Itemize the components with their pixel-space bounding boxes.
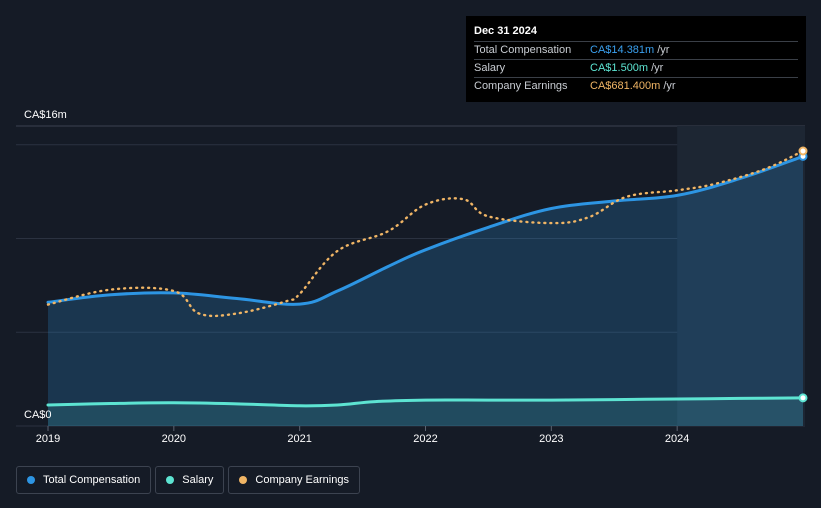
tooltip-unit: /yr bbox=[651, 62, 664, 74]
tooltip-row-salary: Salary CA$1.500m /yr bbox=[474, 59, 798, 77]
x-tick-label: 2020 bbox=[162, 433, 186, 445]
x-tick-label: 2019 bbox=[36, 433, 60, 445]
y-tick-label: CA$0 bbox=[24, 409, 52, 421]
tooltip-unit: /yr bbox=[663, 80, 676, 92]
tooltip-label: Company Earnings bbox=[474, 80, 568, 92]
legend-dot-icon bbox=[166, 476, 175, 484]
tooltip-value: CA$14.381m bbox=[590, 44, 655, 56]
salary-end-marker bbox=[798, 393, 808, 403]
tooltip-row-company-earnings: Company Earnings CA$681.400m /yr bbox=[474, 77, 798, 95]
legend-dot-icon bbox=[27, 476, 35, 484]
salary-line bbox=[46, 396, 805, 408]
company-earnings-line bbox=[46, 149, 805, 318]
tooltip-label: Total Compensation bbox=[474, 44, 572, 56]
line-layer bbox=[46, 149, 805, 408]
tooltip-value: CA$1.500m bbox=[590, 62, 649, 74]
hover-tooltip: Dec 31 2024 Total Compensation CA$14.381… bbox=[466, 16, 806, 102]
total-compensation-area bbox=[48, 156, 803, 426]
grid-layer bbox=[16, 125, 805, 427]
legend-item-company-earnings[interactable]: Company Earnings bbox=[228, 466, 360, 494]
legend-dot-icon bbox=[239, 476, 248, 484]
x-tick-label: 2022 bbox=[413, 433, 437, 445]
legend-item-total-compensation[interactable]: Total Compensation bbox=[16, 466, 152, 494]
chart-legend: Total Compensation Salary Company Earnin… bbox=[16, 466, 360, 494]
y-tick-label: CA$16m bbox=[24, 109, 67, 121]
total-compensation-line bbox=[46, 154, 805, 306]
tooltip-unit: /yr bbox=[657, 44, 670, 56]
y-axis-ticks: CA$16m CA$0 bbox=[24, 109, 67, 421]
legend-label: Salary bbox=[182, 474, 214, 486]
x-axis-ticks: 2019 2020 2021 2022 2023 2024 bbox=[36, 426, 689, 445]
company-earnings-end-marker bbox=[798, 146, 808, 156]
tooltip-date: Dec 31 2024 bbox=[474, 25, 537, 37]
x-tick-label: 2024 bbox=[665, 433, 689, 445]
marker-layer bbox=[798, 146, 808, 403]
x-tick-label: 2023 bbox=[539, 433, 563, 445]
area-layer bbox=[48, 156, 803, 426]
tooltip-label: Salary bbox=[474, 62, 506, 74]
tooltip-row-total-compensation: Total Compensation CA$14.381m /yr bbox=[474, 41, 798, 59]
tooltip-value: CA$681.400m bbox=[590, 80, 661, 92]
x-tick-label: 2021 bbox=[287, 433, 311, 445]
legend-item-salary[interactable]: Salary bbox=[155, 466, 225, 494]
legend-label: Company Earnings bbox=[255, 474, 349, 486]
legend-label: Total Compensation bbox=[43, 474, 141, 486]
